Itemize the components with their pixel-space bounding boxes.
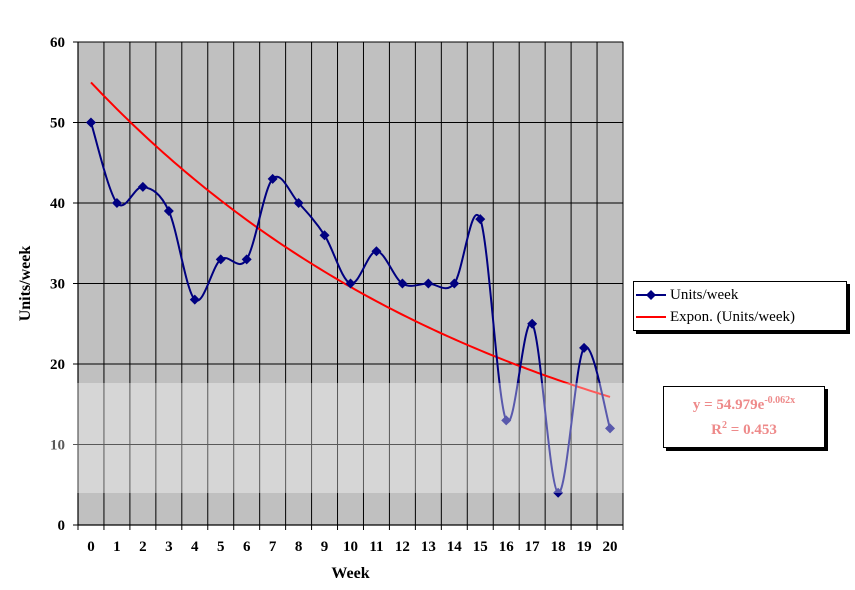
data-point: [163, 206, 174, 217]
data-point: [397, 278, 408, 289]
x-tick-label: 13: [421, 539, 436, 555]
data-point: [527, 318, 538, 329]
data-point: [189, 294, 200, 305]
axes: [73, 41, 624, 530]
data-point: [111, 198, 122, 208]
data-point: [475, 214, 486, 225]
series-markers: [85, 117, 616, 498]
legend-item-units-week: Units/week: [634, 285, 738, 305]
x-tick-label: 15: [473, 539, 488, 555]
x-tick-label: 2: [139, 539, 147, 555]
y-axis-title: Units/week: [17, 246, 34, 322]
r-squared-label: R: [711, 422, 723, 438]
trendline-equation-box: y = 54.979e-0.062x R2 = 0.453: [663, 386, 825, 448]
y-tick-label: 50: [50, 116, 65, 132]
x-tick-label: 19: [577, 539, 592, 555]
x-tick-label: 16: [499, 539, 515, 555]
y-tick-label: 30: [50, 277, 65, 293]
x-tick-label: 4: [191, 539, 199, 555]
data-point: [85, 117, 96, 128]
data-point: [137, 181, 148, 192]
data-point: [371, 246, 382, 257]
data-point: [319, 230, 330, 241]
data-point: [293, 198, 304, 208]
data-point: [501, 415, 512, 426]
x-tick-label: 3: [165, 539, 173, 555]
x-tick-label: 14: [447, 539, 463, 555]
x-tick-label: 18: [551, 539, 566, 555]
legend-label: Expon. (Units/week): [670, 308, 795, 325]
data-point: [553, 487, 564, 498]
x-tick-label: 17: [525, 539, 541, 555]
x-tick-label: 5: [217, 539, 225, 555]
x-tick-label: 1: [113, 539, 121, 555]
x-tick-label: 9: [321, 539, 329, 555]
data-point: [579, 342, 590, 353]
equation-exponent: -0.062x: [764, 395, 796, 406]
data-point: [345, 278, 356, 289]
legend-item-trendline: Expon. (Units/week): [634, 307, 795, 327]
y-tick-label: 40: [50, 196, 65, 212]
data-point: [423, 278, 434, 289]
x-tick-label: 11: [369, 539, 383, 555]
x-tick-label: 8: [295, 539, 303, 555]
x-tick-label: 6: [243, 539, 251, 555]
legend-swatch-diamond: [634, 285, 668, 305]
x-tick-label: 7: [269, 539, 277, 555]
y-tick-label: 0: [58, 518, 66, 534]
x-tick-label: 0: [87, 539, 95, 555]
data-point: [241, 254, 252, 265]
y-tick-label: 60: [50, 35, 65, 51]
data-point: [215, 254, 226, 265]
legend-swatch-line: [634, 307, 668, 327]
equation-text: y = 54.979e: [692, 397, 765, 413]
data-point: [449, 278, 460, 289]
data-point: [267, 173, 278, 184]
x-tick-label: 20: [603, 539, 618, 555]
r-squared-exponent: 2: [722, 420, 728, 431]
x-tick-labels: 0 1 2 3 4 5 6 7 8 9 10 11 12 13 14 15 16 17 18 19 20: [87, 539, 617, 555]
y-tick-label: 20: [50, 357, 65, 373]
r-squared-value: = 0.453: [727, 422, 777, 438]
x-axis-title: Week: [331, 565, 369, 582]
x-tick-label: 10: [343, 539, 358, 555]
equation-line: y = 54.979e-0.062x: [664, 395, 824, 414]
x-tick-label: 12: [395, 539, 410, 555]
legend: Units/week Expon. (Units/week): [633, 281, 847, 331]
legend-label: Units/week: [670, 286, 739, 303]
data-point: [605, 423, 616, 434]
y-tick-label: 10: [50, 438, 65, 454]
y-tick-labels: 0 10 20 30 40 50 60: [50, 35, 65, 534]
r-squared-line: R2 = 0.453: [664, 420, 824, 439]
